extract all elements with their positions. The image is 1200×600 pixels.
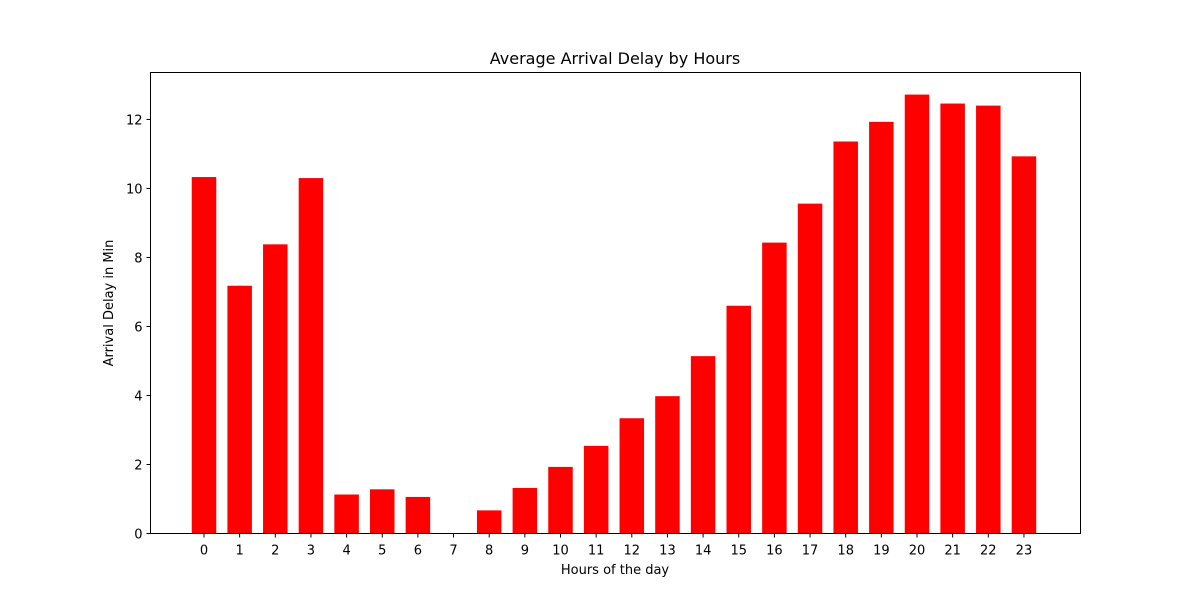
x-tick-label: 21	[944, 544, 961, 559]
y-tick-label: 10	[126, 182, 143, 197]
x-tick-label: 6	[414, 544, 422, 559]
bars-group	[191, 94, 1037, 534]
bar-hour-2	[263, 244, 288, 534]
chart-title: Average Arrival Delay by Hours	[490, 49, 740, 68]
y-tick-label: 12	[126, 113, 143, 128]
x-tick-label: 14	[695, 544, 712, 559]
x-axis-label: Hours of the day	[561, 563, 670, 578]
bar-hour-15	[726, 305, 751, 534]
x-tick-label: 2	[271, 544, 279, 559]
bar-hour-23	[1011, 156, 1037, 534]
x-tick-label: 22	[980, 544, 997, 559]
y-tick-label: 4	[134, 389, 142, 404]
bar-hour-12	[619, 418, 645, 534]
x-tick-label: 17	[802, 544, 819, 559]
bar-hour-21	[940, 103, 965, 534]
x-tick-label: 20	[909, 544, 926, 559]
bar-hour-6	[405, 496, 431, 534]
x-tick-label: 5	[378, 544, 386, 559]
bar-hour-4	[334, 494, 359, 534]
bar-hour-0	[191, 177, 217, 534]
x-tick-label: 18	[837, 544, 854, 559]
x-tick-label: 7	[449, 544, 457, 559]
bar-hour-17	[797, 203, 823, 534]
y-axis-ticks: 0 2 4 6 8 10 12	[126, 113, 151, 543]
bar-hour-19	[869, 121, 894, 534]
x-tick-label: 11	[588, 544, 605, 559]
bar-hour-8	[476, 510, 502, 534]
plot-frame	[150, 72, 1081, 534]
x-tick-label: 3	[307, 544, 315, 559]
bar-hour-14	[690, 356, 716, 534]
x-tick-label: 1	[236, 544, 244, 559]
bar-hour-22	[976, 105, 1001, 534]
bar-hour-11	[583, 445, 609, 534]
y-tick-label: 6	[134, 320, 142, 335]
x-tick-label: 10	[552, 544, 569, 559]
x-tick-label: 8	[485, 544, 493, 559]
bar-hour-18	[833, 141, 858, 534]
y-axis-label: Arrival Delay in Min	[102, 240, 117, 367]
x-tick-label: 4	[342, 544, 350, 559]
bar-hour-10	[548, 466, 573, 534]
bar-hour-13	[655, 396, 680, 534]
x-tick-label: 0	[200, 544, 208, 559]
bar-hour-1	[227, 285, 252, 534]
bar-hour-5	[370, 489, 395, 534]
x-tick-label: 16	[766, 544, 783, 559]
x-tick-label: 15	[730, 544, 747, 559]
x-axis-ticks: 0 1 2 3 4 5 6 7 8 9 10 11 12 13 14 15 16 17 18 19 20 21 22 23	[200, 533, 1033, 559]
x-tick-label: 12	[624, 544, 641, 559]
bar-hour-16	[762, 242, 787, 534]
y-tick-label: 8	[134, 251, 142, 266]
bar-hour-20	[904, 94, 930, 534]
x-tick-label: 9	[521, 544, 529, 559]
y-tick-label: 2	[134, 458, 142, 473]
x-tick-label: 23	[1016, 544, 1033, 559]
bar-hour-3	[298, 178, 324, 534]
y-tick-label: 0	[134, 528, 142, 543]
x-tick-label: 13	[659, 544, 676, 559]
x-tick-label: 19	[873, 544, 890, 559]
bar-hour-9	[512, 487, 538, 534]
